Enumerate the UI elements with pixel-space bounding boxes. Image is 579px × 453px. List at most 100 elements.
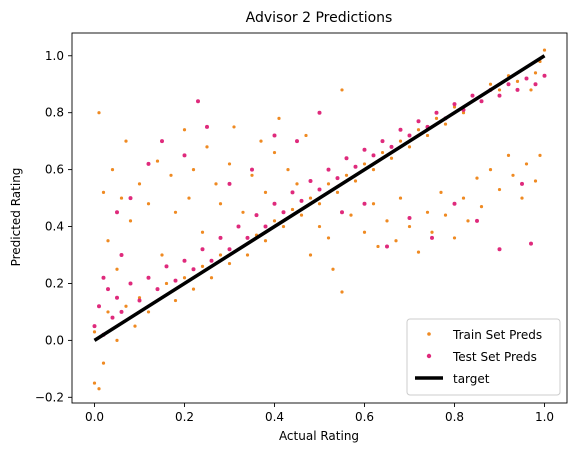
data-point: [353, 179, 358, 183]
data-point: [173, 278, 178, 283]
data-point: [439, 190, 443, 194]
data-point: [362, 201, 367, 206]
legend-marker: [426, 353, 432, 359]
data-point: [470, 93, 475, 98]
data-point: [286, 168, 290, 172]
data-point: [173, 210, 178, 214]
data-point: [182, 276, 187, 280]
data-point: [430, 230, 434, 234]
data-point: [295, 182, 299, 186]
data-point: [452, 236, 457, 240]
data-point: [101, 275, 106, 280]
data-point: [461, 196, 466, 200]
series-2: [93, 54, 546, 342]
legend-box: [406, 318, 561, 396]
data-point: [385, 244, 389, 249]
data-point: [133, 324, 137, 328]
y-tick-label: 0.6: [45, 163, 64, 177]
data-point: [434, 110, 439, 115]
data-point: [461, 111, 466, 115]
data-point: [326, 182, 331, 186]
data-point: [205, 124, 209, 129]
data-point: [182, 128, 187, 132]
data-point: [128, 219, 133, 223]
data-point: [254, 213, 259, 218]
data-point: [398, 127, 403, 132]
data-point: [214, 182, 218, 186]
data-point: [200, 264, 205, 268]
data-point: [533, 179, 538, 183]
data-point: [160, 139, 164, 144]
data-point: [515, 87, 520, 92]
data-point: [515, 79, 520, 83]
data-point: [245, 253, 250, 257]
data-point: [394, 239, 398, 243]
series-0: [92, 48, 547, 391]
data-point: [115, 295, 119, 300]
data-point: [281, 224, 286, 229]
y-tick-label: −0.2: [35, 390, 64, 404]
data-point: [326, 167, 331, 172]
data-point: [416, 119, 421, 124]
data-point: [119, 309, 124, 314]
data-point: [398, 196, 403, 200]
data-point: [344, 173, 349, 177]
data-point: [475, 176, 479, 180]
data-point: [407, 224, 412, 229]
data-point: [169, 173, 173, 177]
data-point: [326, 236, 331, 240]
data-point: [218, 202, 223, 206]
data-point: [182, 258, 187, 263]
data-point: [317, 202, 322, 206]
data-point: [488, 82, 493, 86]
data-point: [416, 250, 421, 254]
data-point: [425, 133, 430, 138]
data-point: [533, 71, 538, 75]
data-point: [335, 190, 340, 194]
data-point: [443, 213, 448, 217]
data-point: [340, 88, 344, 92]
data-point: [110, 168, 115, 172]
data-point: [389, 156, 394, 160]
data-point: [124, 139, 128, 143]
legend: Train Set Preds Test Set Preds target: [406, 318, 561, 396]
data-point: [196, 99, 200, 104]
data-point: [106, 239, 110, 243]
data-point: [308, 253, 313, 257]
data-point: [146, 310, 151, 314]
data-point: [209, 258, 214, 263]
data-point: [335, 176, 340, 181]
data-point: [218, 235, 223, 240]
data-point: [317, 110, 322, 115]
data-point: [155, 287, 160, 292]
data-point: [101, 190, 106, 194]
data-point: [227, 261, 232, 266]
data-point: [340, 290, 344, 294]
data-point: [281, 210, 286, 215]
legend-marker: [427, 332, 431, 336]
data-point: [146, 275, 151, 280]
x-tick-label: 0.8: [445, 410, 464, 424]
data-point: [304, 133, 308, 138]
data-point: [128, 281, 133, 286]
data-point: [385, 219, 389, 223]
data-point: [290, 190, 295, 195]
data-point: [227, 181, 232, 186]
data-point: [295, 139, 299, 144]
plot-area: [92, 48, 547, 391]
data-point: [227, 247, 232, 252]
legend-entry: Train Set Preds: [427, 328, 542, 342]
x-tick-label: 0.4: [265, 410, 284, 424]
data-point: [272, 201, 277, 206]
data-point: [475, 218, 479, 223]
data-point: [542, 73, 547, 78]
data-point: [272, 219, 277, 223]
data-point: [160, 253, 164, 257]
data-point: [187, 196, 191, 200]
data-point: [389, 144, 394, 149]
data-point: [205, 145, 209, 149]
data-point: [380, 139, 385, 144]
data-point: [173, 298, 178, 303]
data-point: [137, 296, 142, 300]
data-point: [115, 338, 119, 342]
